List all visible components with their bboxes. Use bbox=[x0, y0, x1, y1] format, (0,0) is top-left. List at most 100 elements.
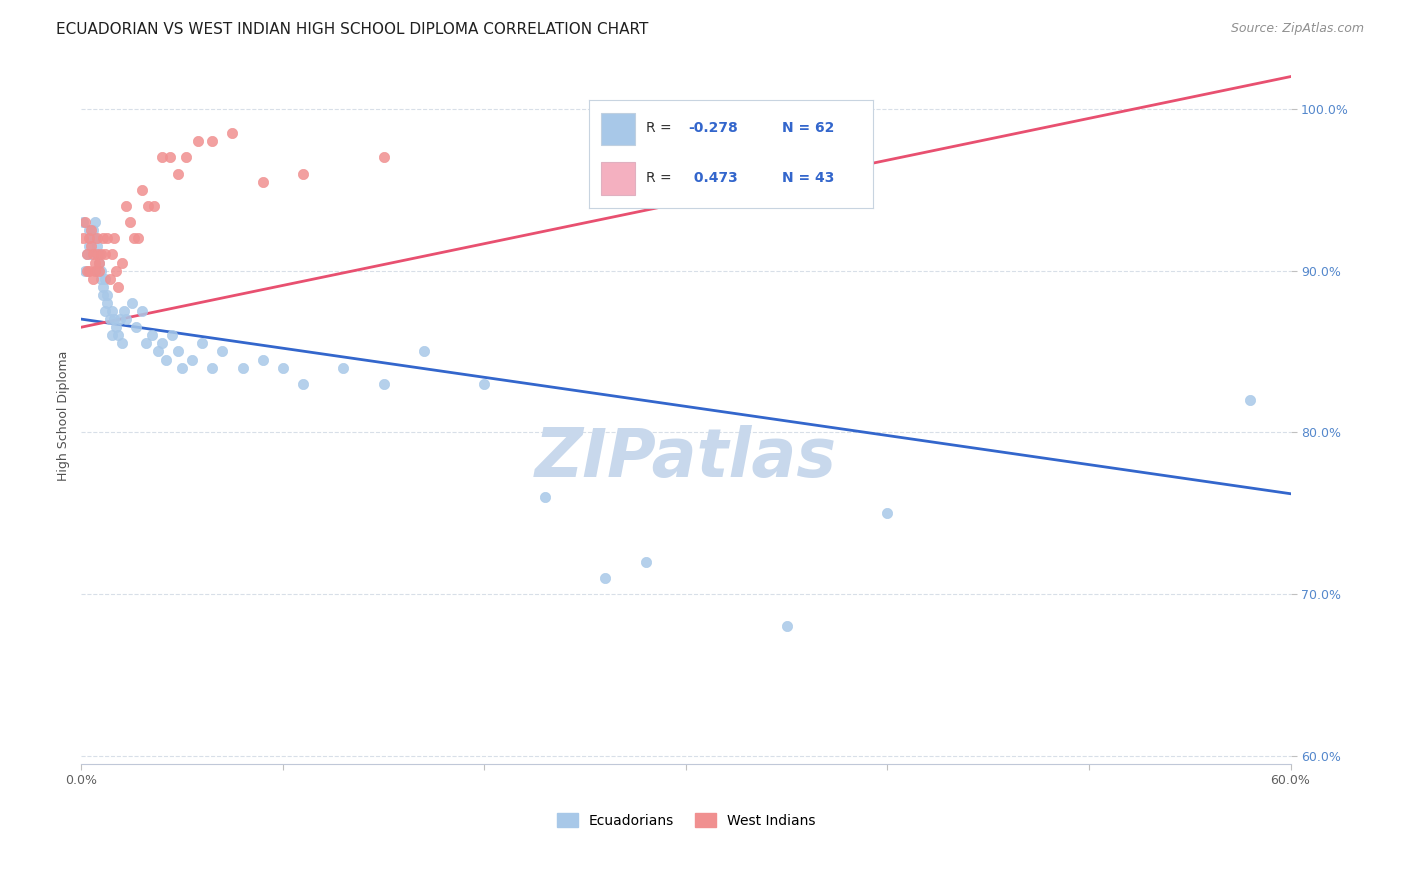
Point bbox=[332, 360, 354, 375]
Point bbox=[118, 215, 141, 229]
Point bbox=[80, 239, 103, 253]
Point bbox=[98, 312, 121, 326]
Point bbox=[94, 271, 117, 285]
Point bbox=[98, 271, 121, 285]
Point bbox=[107, 328, 129, 343]
Point bbox=[142, 199, 165, 213]
Point bbox=[79, 263, 101, 277]
Point bbox=[114, 199, 136, 213]
Point bbox=[141, 328, 163, 343]
Text: Source: ZipAtlas.com: Source: ZipAtlas.com bbox=[1230, 22, 1364, 36]
Point bbox=[96, 296, 118, 310]
Point bbox=[76, 263, 98, 277]
Point bbox=[100, 247, 122, 261]
Point bbox=[167, 167, 190, 181]
Point bbox=[90, 247, 112, 261]
Point bbox=[1239, 392, 1261, 407]
Point bbox=[167, 344, 190, 359]
Point bbox=[211, 344, 233, 359]
Point bbox=[90, 263, 112, 277]
Point bbox=[121, 296, 143, 310]
Point bbox=[89, 255, 111, 269]
Point bbox=[89, 247, 111, 261]
Point bbox=[634, 555, 657, 569]
Point bbox=[84, 263, 107, 277]
Point bbox=[160, 328, 183, 343]
Point bbox=[127, 231, 149, 245]
Point bbox=[96, 288, 118, 302]
Point bbox=[412, 344, 434, 359]
Point bbox=[776, 619, 799, 633]
Point bbox=[89, 255, 111, 269]
Point bbox=[155, 352, 177, 367]
Point bbox=[86, 247, 108, 261]
Point bbox=[82, 247, 104, 261]
Point bbox=[84, 231, 107, 245]
Point bbox=[108, 312, 131, 326]
Point bbox=[76, 247, 98, 261]
Point bbox=[146, 344, 169, 359]
Point bbox=[103, 231, 125, 245]
Point bbox=[82, 223, 104, 237]
Point bbox=[110, 336, 132, 351]
Point bbox=[107, 280, 129, 294]
Point bbox=[373, 151, 395, 165]
Point bbox=[104, 263, 127, 277]
Point bbox=[86, 239, 108, 253]
Point bbox=[110, 255, 132, 269]
Point bbox=[231, 360, 253, 375]
Point bbox=[103, 312, 125, 326]
Point bbox=[84, 255, 107, 269]
Point bbox=[86, 263, 108, 277]
Point bbox=[76, 247, 98, 261]
Text: ZIPatlas: ZIPatlas bbox=[534, 425, 837, 491]
Point bbox=[595, 571, 617, 585]
Point bbox=[174, 151, 197, 165]
Point bbox=[79, 239, 101, 253]
Point bbox=[201, 360, 224, 375]
Point bbox=[252, 175, 274, 189]
Point bbox=[82, 231, 104, 245]
Point bbox=[93, 280, 115, 294]
Point bbox=[79, 223, 101, 237]
Point bbox=[93, 231, 115, 245]
Point bbox=[84, 215, 107, 229]
Legend: Ecuadorians, West Indians: Ecuadorians, West Indians bbox=[551, 807, 821, 833]
Point bbox=[201, 134, 224, 148]
Point bbox=[96, 231, 118, 245]
Point bbox=[271, 360, 294, 375]
Point bbox=[80, 223, 103, 237]
Point bbox=[94, 304, 117, 318]
Point bbox=[82, 271, 104, 285]
Point bbox=[474, 376, 496, 391]
Point bbox=[159, 151, 181, 165]
Point bbox=[135, 336, 157, 351]
Point bbox=[80, 231, 103, 245]
Point bbox=[89, 263, 111, 277]
Point bbox=[534, 490, 557, 504]
Point bbox=[122, 231, 145, 245]
Point bbox=[373, 376, 395, 391]
Point bbox=[80, 247, 103, 261]
Point bbox=[291, 376, 314, 391]
Point bbox=[221, 126, 243, 140]
Point bbox=[125, 320, 148, 334]
Point bbox=[187, 134, 209, 148]
Point bbox=[93, 288, 115, 302]
Point bbox=[90, 271, 112, 285]
Point bbox=[72, 231, 94, 245]
Point bbox=[150, 336, 173, 351]
Point bbox=[75, 215, 97, 229]
Point bbox=[114, 312, 136, 326]
Point bbox=[131, 183, 153, 197]
Point bbox=[876, 506, 898, 520]
Point bbox=[150, 151, 173, 165]
Y-axis label: High School Diploma: High School Diploma bbox=[58, 351, 70, 482]
Point bbox=[291, 167, 314, 181]
Text: ECUADORIAN VS WEST INDIAN HIGH SCHOOL DIPLOMA CORRELATION CHART: ECUADORIAN VS WEST INDIAN HIGH SCHOOL DI… bbox=[56, 22, 648, 37]
Point bbox=[136, 199, 159, 213]
Point bbox=[72, 215, 94, 229]
Point bbox=[181, 352, 204, 367]
Point bbox=[170, 360, 193, 375]
Point bbox=[94, 247, 117, 261]
